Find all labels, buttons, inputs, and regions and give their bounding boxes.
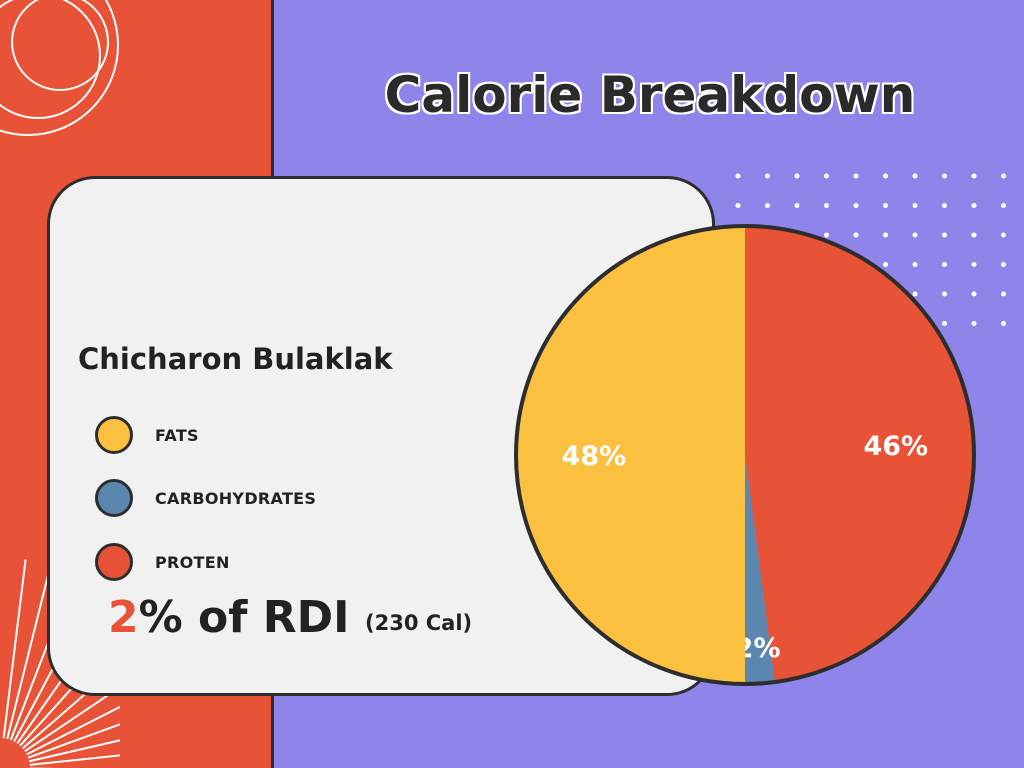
decor-dot (912, 173, 918, 179)
pie-slice-carbohydrates (745, 455, 775, 684)
decor-dot (971, 321, 977, 326)
decor-ray (26, 705, 120, 756)
page-title: Calorie Breakdown (384, 66, 916, 124)
rdi-text: % of RDI (138, 592, 350, 643)
decor-dot (1001, 291, 1006, 297)
legend-swatch-fats (95, 416, 133, 454)
decor-dot (735, 203, 741, 208)
decor-dot (912, 291, 918, 297)
decor-dot (1001, 203, 1006, 208)
decor-dot (853, 203, 859, 208)
decor-dot (853, 232, 859, 238)
decor-dot (971, 291, 977, 297)
decor-dot (824, 232, 829, 238)
decor-dot (1001, 232, 1006, 238)
decor-dot (971, 173, 977, 179)
decor-dot (942, 291, 947, 297)
legend-label: FATS (155, 425, 199, 445)
legend-swatch-carbohydrates (95, 479, 133, 517)
decor-dot (735, 173, 741, 179)
decor-dot (853, 173, 859, 179)
decor-dot (1001, 173, 1006, 179)
legend-item-carbohydrates: CARBOHYDRATES (95, 476, 316, 520)
decor-ray (24, 685, 120, 753)
decor-dot (824, 173, 829, 179)
decor-dot (1001, 262, 1006, 267)
decor-dot (912, 262, 918, 267)
decor-ray (2, 559, 27, 739)
decor-dot (883, 262, 888, 267)
decor-dot (912, 232, 918, 238)
decor-dot (824, 203, 829, 208)
rdi-value: 2 (108, 592, 139, 643)
legend-label: PROTEN (155, 552, 230, 572)
rdi-calories: (230 Cal) (365, 611, 473, 635)
legend-item-fats: FATS (95, 413, 199, 457)
decor-dot (883, 203, 888, 208)
decor-dot (912, 203, 918, 208)
decor-ray (27, 723, 120, 759)
decor-dot (942, 262, 947, 267)
decor-dot (883, 232, 888, 238)
decor-dot (765, 173, 770, 179)
pie-outline (514, 224, 976, 686)
decor-ray (29, 754, 120, 766)
decor-dot (942, 173, 947, 179)
legend-item-protein: PROTEN (95, 540, 230, 584)
decor-dot (971, 203, 977, 208)
decor-dot (942, 203, 947, 208)
food-name: Chicharon Bulaklak (78, 342, 393, 376)
rdi-summary: 2% of RDI (108, 592, 350, 643)
decor-dot (883, 173, 888, 179)
decor-dot (794, 203, 800, 208)
decor-dot (765, 203, 770, 208)
decor-dot (971, 232, 977, 238)
decor-ray (6, 563, 52, 740)
decor-dot (942, 232, 947, 238)
decor-dot (1001, 321, 1006, 326)
pie-label-fats: 48% (562, 441, 627, 472)
legend-label: CARBOHYDRATES (155, 488, 317, 508)
pie-label-proten: 46% (863, 431, 928, 462)
pie-slice-fats (516, 226, 745, 684)
legend-swatch-protein (95, 543, 133, 581)
decorative-circles (0, 0, 119, 136)
decor-dot (971, 262, 977, 267)
decor-ray (29, 739, 120, 763)
pie-slice-proten (745, 226, 974, 683)
pie-chart: 46%2%48% (514, 224, 976, 686)
decor-dot (794, 173, 800, 179)
decor-dot (942, 321, 947, 326)
